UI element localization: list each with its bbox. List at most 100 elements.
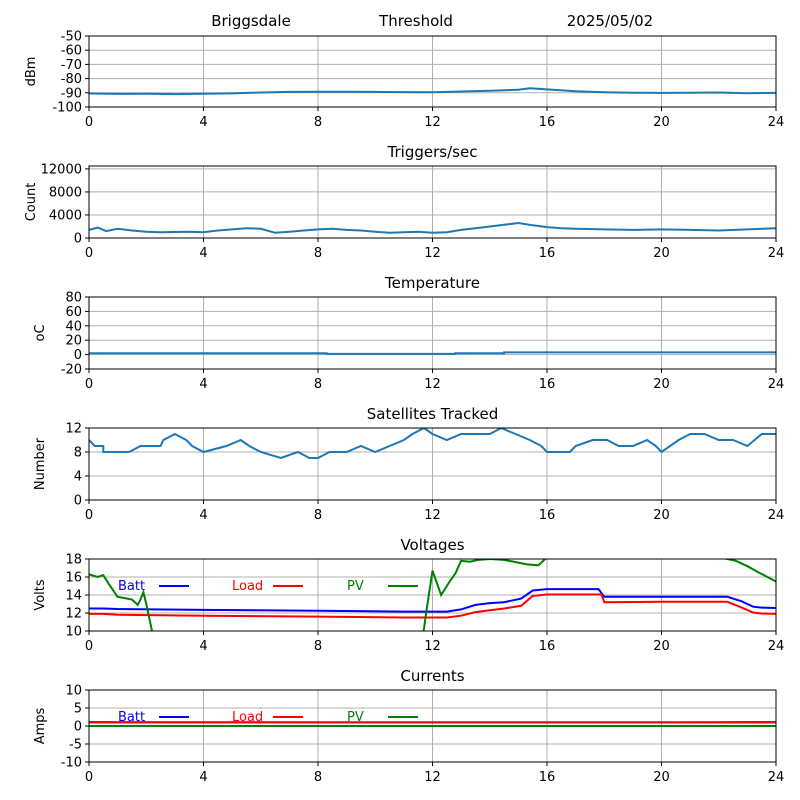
y-tick-label: -80	[61, 72, 82, 87]
chart-panel-currents: 0 4 8 12 16 20 24 -10 -5 0 5 10 Currents Amps Batt Load…	[33, 667, 784, 785]
x-tick-label: 4	[199, 377, 207, 392]
x-tick-label: 0	[85, 639, 93, 654]
y-tick-label: 0	[74, 720, 82, 735]
x-tick-label: 16	[539, 770, 556, 785]
x-tick-label: 16	[539, 115, 556, 130]
x-tick-label: 0	[85, 377, 93, 392]
x-tick-label: 16	[539, 639, 556, 654]
plot-frame	[88, 427, 777, 501]
x-tick-label: 12	[424, 246, 441, 261]
legend-label-pv: PV	[347, 579, 364, 594]
x-tick-label: 8	[314, 639, 322, 654]
x-tick-label: 12	[424, 770, 441, 785]
x-tick-label: 8	[314, 377, 322, 392]
plot-frame	[88, 558, 777, 632]
legend-label-batt: Batt	[118, 579, 145, 594]
y-tick-label: -60	[61, 44, 82, 59]
y-tick-label: 60	[65, 305, 82, 320]
y-tick-label: 20	[65, 334, 82, 349]
series-line-batt	[89, 588, 776, 613]
x-tick-label: 0	[85, 115, 93, 130]
legend-label-batt: Batt	[118, 710, 145, 725]
station-name: Briggsdale	[211, 12, 291, 30]
x-tick-label: 24	[768, 115, 785, 130]
y-tick-label: 10	[65, 684, 82, 699]
y-tick-label: -50	[61, 30, 82, 45]
series-line	[89, 87, 776, 96]
x-tick-label: 12	[424, 377, 441, 392]
x-tick-label: 8	[314, 115, 322, 130]
y-tick-label: 12000	[41, 162, 82, 177]
series-line	[89, 428, 776, 460]
y-tick-label: 4000	[49, 208, 82, 223]
x-tick-label: 24	[768, 639, 785, 654]
x-tick-label: 8	[314, 246, 322, 261]
x-tick-label: 20	[653, 770, 670, 785]
chart-title: Triggers/sec	[387, 143, 478, 161]
y-tick-label: -70	[61, 58, 82, 73]
date-label: 2025/05/02	[567, 12, 653, 30]
y-axis-label: oC	[33, 324, 48, 341]
y-tick-label: 8	[74, 446, 82, 461]
y-tick-label: 8000	[49, 185, 82, 200]
x-tick-label: 12	[424, 508, 441, 523]
x-tick-label: 24	[768, 508, 785, 523]
y-tick-label: 4	[74, 470, 82, 485]
y-tick-label: 0	[74, 232, 82, 247]
x-tick-label: 12	[424, 639, 441, 654]
chart-title: Currents	[400, 667, 464, 685]
y-tick-label: 5	[74, 702, 82, 717]
x-tick-label: 4	[199, 639, 207, 654]
mode-label: Threshold	[378, 12, 453, 30]
y-tick-label: 10	[65, 625, 82, 640]
legend-label-load: Load	[232, 710, 263, 725]
y-axis-label: Volts	[33, 579, 48, 611]
y-axis-label: Number	[33, 437, 48, 490]
chart-title: Temperature	[384, 274, 480, 292]
y-tick-label: 0	[74, 348, 82, 363]
chart-title: Satellites Tracked	[367, 405, 498, 423]
plot-frame	[88, 689, 777, 763]
x-tick-label: 16	[539, 246, 556, 261]
x-tick-label: 4	[199, 115, 207, 130]
chart-panel-dbm: 0 4 8 12 16 20 24 -50-60-70-80-90-100 dBm	[24, 30, 784, 131]
y-tick-label: 40	[65, 319, 82, 334]
y-tick-label: 12	[65, 422, 82, 437]
y-tick-label: -100	[52, 101, 82, 116]
x-tick-label: 12	[424, 115, 441, 130]
series-line	[89, 351, 776, 355]
plot-frame	[88, 35, 777, 108]
legend-label-load: Load	[232, 579, 263, 594]
y-tick-label: -10	[61, 756, 82, 771]
x-tick-label: 0	[85, 508, 93, 523]
chart-title: Voltages	[400, 536, 464, 554]
x-tick-label: 16	[539, 377, 556, 392]
x-tick-label: 8	[314, 770, 322, 785]
x-tick-label: 24	[768, 770, 785, 785]
x-tick-label: 24	[768, 246, 785, 261]
x-tick-label: 8	[314, 508, 322, 523]
y-axis-label: Count	[24, 183, 39, 222]
x-tick-label: 20	[653, 246, 670, 261]
series-line-load	[89, 593, 776, 619]
x-tick-label: 0	[85, 246, 93, 261]
y-tick-label: 18	[65, 553, 82, 568]
x-tick-label: 4	[199, 770, 207, 785]
y-tick-label: -90	[61, 86, 82, 101]
x-tick-label: 20	[653, 639, 670, 654]
x-tick-label: 0	[85, 770, 93, 785]
y-tick-label: 14	[65, 589, 82, 604]
legend-label-pv: PV	[347, 710, 364, 725]
x-tick-label: 24	[768, 377, 785, 392]
x-tick-label: 16	[539, 508, 556, 523]
y-axis-label: dBm	[24, 57, 39, 87]
chart-panel-satellites: 0 4 8 12 16 20 24 0 4 8 12 Satellites Tracked Number	[33, 405, 784, 523]
y-tick-label: 0	[74, 494, 82, 509]
plot-frame	[88, 296, 777, 370]
y-axis-label: Amps	[33, 707, 48, 744]
x-tick-label: 4	[199, 508, 207, 523]
chart-panel-voltages: 0 4 8 12 16 20 24 10 12 14 16 18 Voltages Volts Batt Lo…	[33, 536, 784, 654]
